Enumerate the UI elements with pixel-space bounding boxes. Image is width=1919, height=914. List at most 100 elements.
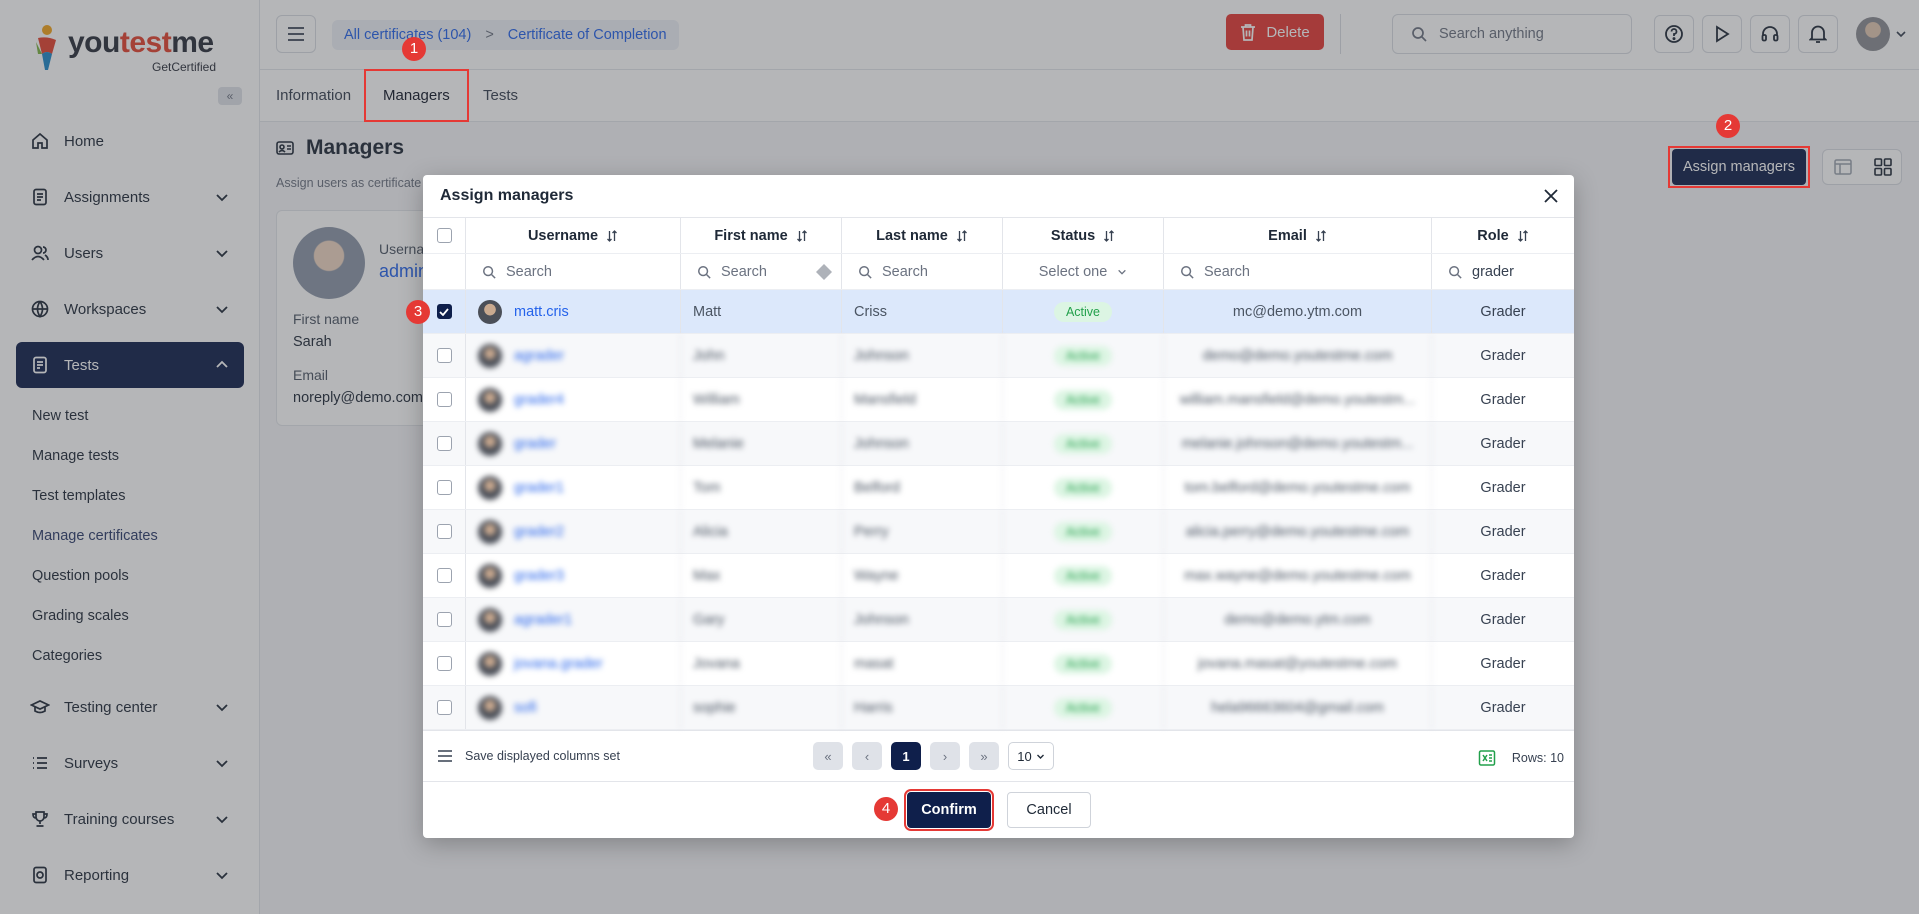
username-link[interactable]: sofi [514, 699, 537, 716]
table-row[interactable]: jovana.grader Jovana masat Active jovana… [423, 642, 1574, 686]
help-button[interactable] [1654, 15, 1694, 53]
sidebar-item-users[interactable]: Users [16, 230, 244, 276]
sidebar-item-training-courses[interactable]: Training courses [16, 796, 244, 842]
sidebar-item-reporting[interactable]: Reporting [16, 852, 244, 898]
row-checkbox[interactable] [436, 480, 452, 495]
row-checkbox[interactable] [436, 436, 452, 451]
menu-toggle-button[interactable] [276, 15, 316, 53]
username-link[interactable]: jovana.grader [514, 655, 603, 672]
table-view-button[interactable] [1823, 150, 1863, 184]
column-header-first-name[interactable]: First name [681, 218, 842, 253]
table-row[interactable]: grader1 Tom Belford Active tom.belford@d… [423, 466, 1574, 510]
username-link[interactable]: grader1 [514, 479, 564, 496]
table-row[interactable]: sofi sophie Harris Active hela96663604@g… [423, 686, 1574, 730]
assign-managers-button[interactable]: Assign managers [1672, 149, 1806, 185]
sort-icon[interactable] [1103, 229, 1115, 242]
row-checkbox[interactable] [436, 348, 452, 363]
username-link[interactable]: agrader1 [514, 611, 573, 628]
lastname-filter-input[interactable]: Search [842, 254, 1003, 289]
grid-view-button[interactable] [1863, 150, 1903, 184]
close-icon[interactable] [1542, 187, 1560, 205]
tab-managers[interactable]: Managers [383, 87, 450, 104]
save-columns-button[interactable]: Save displayed columns set [437, 749, 620, 763]
delete-button[interactable]: Delete [1226, 14, 1324, 50]
column-header-email[interactable]: Email [1164, 218, 1432, 253]
sort-icon[interactable] [1315, 229, 1327, 242]
role-filter-input[interactable]: grader [1432, 254, 1574, 289]
row-checkbox[interactable] [436, 524, 452, 539]
subnav-item-test-templates[interactable]: Test templates [32, 488, 126, 504]
sort-icon[interactable] [956, 229, 968, 242]
table-row[interactable]: matt.cris Matt Criss Active mc@demo.ytm.… [423, 290, 1574, 334]
row-checkbox[interactable] [436, 612, 452, 627]
subnav-item-manage-certificates[interactable]: Manage certificates [32, 528, 158, 544]
row-checkbox[interactable] [436, 656, 452, 671]
column-header-username[interactable]: Username [466, 218, 681, 253]
table-row[interactable]: grader4 William Mansfield Active william… [423, 378, 1574, 422]
sidebar-item-tests[interactable]: Tests [16, 342, 244, 388]
sidebar-item-surveys[interactable]: Surveys [16, 740, 244, 786]
cancel-button[interactable]: Cancel [1007, 792, 1091, 828]
support-button[interactable] [1750, 15, 1790, 53]
excel-export-icon[interactable] [1478, 749, 1496, 767]
column-header-role[interactable]: Role [1432, 218, 1574, 253]
select-all-checkbox[interactable] [436, 228, 452, 243]
table-row[interactable]: grader Melanie Johnson Active melanie.jo… [423, 422, 1574, 466]
username-link[interactable]: grader4 [514, 391, 564, 408]
sidebar-item-label: Tests [64, 356, 100, 374]
subnav-item-question-pools[interactable]: Question pools [32, 568, 129, 584]
play-button[interactable] [1702, 15, 1742, 53]
logo[interactable]: youtestme GetCertified [34, 22, 234, 74]
current-page-button[interactable]: 1 [891, 742, 921, 770]
last-name-cell: Harris [842, 686, 1003, 729]
subnav-item-grading-scales[interactable]: Grading scales [32, 608, 129, 624]
subnav-item-categories[interactable]: Categories [32, 648, 103, 664]
global-search-input[interactable]: Search anything [1392, 14, 1632, 54]
sort-icon[interactable] [1517, 229, 1529, 242]
collapse-sidebar-button[interactable]: « [218, 87, 242, 105]
sort-icon[interactable] [606, 229, 618, 242]
users-icon [30, 243, 50, 263]
chevron-down-icon[interactable] [1895, 28, 1907, 40]
sidebar-item-testing-center[interactable]: Testing center [16, 684, 244, 730]
page-size-select[interactable]: 10 [1008, 742, 1054, 770]
table-row[interactable]: agrader1 Gary Johnson Active demo@demo.y… [423, 598, 1574, 642]
notifications-button[interactable] [1798, 15, 1838, 53]
firstname-filter-input[interactable]: Search [681, 254, 842, 289]
prev-page-button[interactable]: ‹ [852, 742, 882, 770]
drag-handle-icon[interactable] [815, 263, 833, 281]
username-link[interactable]: agrader [514, 347, 564, 364]
subnav-item-new-test[interactable]: New test [32, 408, 89, 424]
first-page-button[interactable]: « [813, 742, 843, 770]
table-row[interactable]: agrader John Johnson Active demo@demo.yo… [423, 334, 1574, 378]
user-avatar[interactable] [1856, 17, 1890, 51]
sidebar-item-workspaces[interactable]: Workspaces [16, 286, 244, 332]
username-filter-input[interactable]: Search [466, 254, 681, 289]
username-link[interactable]: grader [514, 435, 556, 452]
table-row[interactable]: grader3 Max Wayne Active max.wayne@demo.… [423, 554, 1574, 598]
sidebar-item-assignments[interactable]: Assignments [16, 174, 244, 220]
row-checkbox[interactable] [436, 700, 452, 715]
column-header-status[interactable]: Status [1003, 218, 1164, 253]
next-page-button[interactable]: › [930, 742, 960, 770]
tab-information[interactable]: Information [276, 87, 352, 104]
username-link[interactable]: matt.cris [514, 303, 569, 320]
table-row[interactable]: grader2 Alicia Perry Active alicia.perry… [423, 510, 1574, 554]
username-link[interactable]: admin [379, 261, 429, 281]
username-link[interactable]: grader3 [514, 567, 564, 584]
confirm-button[interactable]: Confirm [904, 789, 994, 831]
tab-tests[interactable]: Tests [483, 87, 519, 104]
last-page-button[interactable]: » [969, 742, 999, 770]
email-filter-input[interactable]: Search [1164, 254, 1432, 289]
row-checkbox[interactable] [436, 304, 452, 319]
status-filter-select[interactable]: Select one [1003, 254, 1164, 289]
username-link[interactable]: grader2 [514, 523, 564, 540]
sort-icon[interactable] [796, 229, 808, 242]
subnav-item-manage-tests[interactable]: Manage tests [32, 448, 120, 464]
row-checkbox[interactable] [436, 568, 452, 583]
breadcrumb-current-link[interactable]: Certificate of Completion [507, 27, 667, 43]
sidebar-item-home[interactable]: Home [16, 118, 244, 164]
row-checkbox[interactable] [436, 392, 452, 407]
column-header-last-name[interactable]: Last name [842, 218, 1003, 253]
breadcrumb-root-link[interactable]: All certificates (104) [344, 27, 472, 43]
